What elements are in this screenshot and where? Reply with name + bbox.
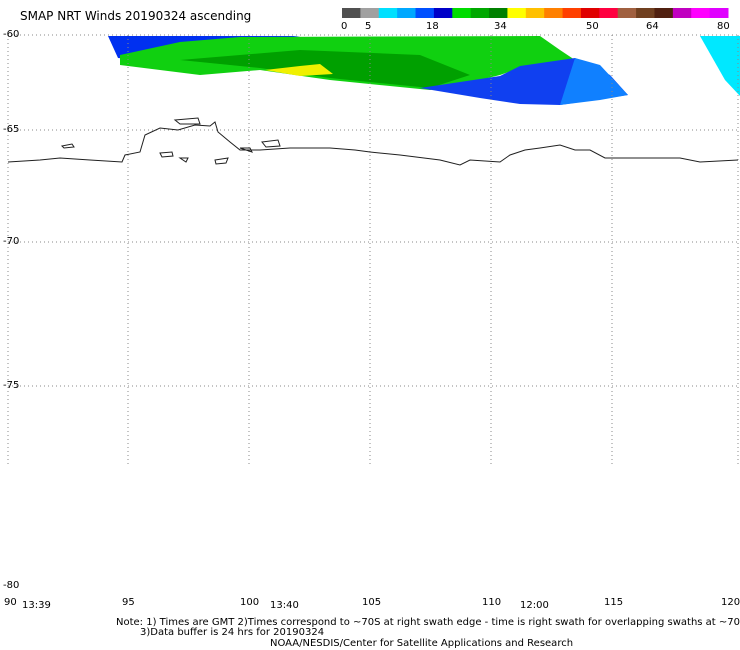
colorbar-segment <box>580 8 600 18</box>
lat-label--75: -75 <box>3 380 20 391</box>
lon-label-100: 100 <box>240 597 260 608</box>
colorbar-segment <box>672 8 692 18</box>
wind-speed-colorbar <box>342 8 729 18</box>
colorbar-segment <box>636 8 655 18</box>
lat-label--60: -60 <box>3 29 20 40</box>
lat-label--65: -65 <box>3 124 20 135</box>
colorbar-segment <box>489 8 508 18</box>
note-line-2: 3)Data buffer is 24 hrs for 20190324 <box>140 627 325 638</box>
map-title: SMAP NRT Winds 20190324 ascending <box>20 9 252 23</box>
colorbar-segment <box>691 8 711 18</box>
lon-label-115: 115 <box>604 597 624 608</box>
colorbar-segment <box>360 8 380 18</box>
colorbar-segment <box>433 8 453 18</box>
colorbar-tick-0: 0 <box>341 21 348 32</box>
colorbar-segment <box>599 8 619 18</box>
colorbar-segment <box>525 8 545 18</box>
lat-label--70: -70 <box>3 236 20 247</box>
colorbar-segment <box>709 8 729 18</box>
colorbar-segment <box>452 8 472 18</box>
colorbar-segment <box>617 8 637 18</box>
colorbar-segment <box>470 8 490 18</box>
colorbar-tick-18: 18 <box>426 21 439 32</box>
colorbar-segment <box>654 8 674 18</box>
colorbar-segment <box>544 8 564 18</box>
note-line-1: Note: 1) Times are GMT 2)Times correspon… <box>116 617 740 628</box>
swath-yellow <box>265 64 333 76</box>
colorbar-tick-64: 64 <box>646 21 659 32</box>
colorbar-segment <box>342 8 361 18</box>
time-label-1: 13:39 <box>22 600 51 611</box>
colorbar-segment <box>562 8 582 18</box>
coastline <box>7 117 739 166</box>
colorbar-segment <box>415 8 435 18</box>
swath-cyan-edge <box>700 36 740 96</box>
colorbar-segment <box>378 8 398 18</box>
colorbar-tick-80: 80 <box>717 21 730 32</box>
time-label-2: 13:40 <box>270 600 299 611</box>
colorbar-tick-50: 50 <box>586 21 599 32</box>
colorbar-tick-34: 34 <box>494 21 507 32</box>
lon-label-90: 90 <box>4 597 17 608</box>
lon-label-105: 105 <box>362 597 382 608</box>
time-label-3: 12:00 <box>520 600 549 611</box>
lon-label-120: 120 <box>721 597 740 608</box>
lon-label-95: 95 <box>122 597 135 608</box>
colorbar-tick-5: 5 <box>365 21 372 32</box>
lat-label--80: -80 <box>3 580 20 591</box>
colorbar-segment <box>397 8 417 18</box>
note-line-3: NOAA/NESDIS/Center for Satellite Applica… <box>270 638 574 649</box>
lon-label-110: 110 <box>482 597 502 608</box>
swath-light-blue <box>560 58 628 105</box>
wind-swath <box>108 36 740 105</box>
graticule <box>7 34 739 465</box>
colorbar-segment <box>507 8 527 18</box>
